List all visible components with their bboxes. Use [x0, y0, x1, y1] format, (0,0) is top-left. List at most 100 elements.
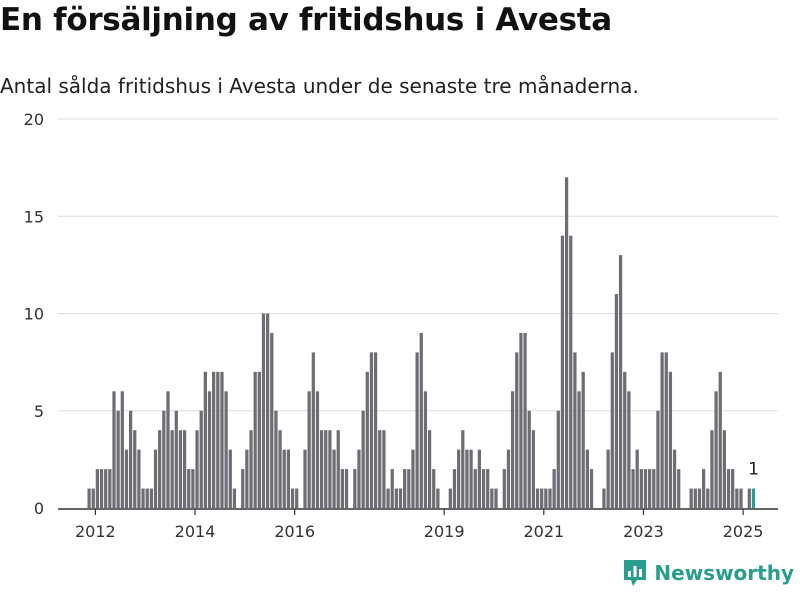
bar	[602, 488, 606, 508]
bar	[104, 469, 108, 508]
bar	[315, 391, 320, 508]
bar	[486, 469, 490, 508]
bar	[677, 469, 681, 508]
bar	[257, 371, 261, 508]
bar	[274, 410, 278, 508]
bar	[99, 469, 104, 508]
bar	[174, 410, 178, 508]
bar	[158, 430, 162, 508]
bar	[473, 469, 477, 508]
bar	[731, 469, 735, 508]
bar	[652, 469, 656, 508]
x-tick-label: 2019	[424, 522, 465, 541]
bar	[403, 469, 407, 508]
bar	[548, 488, 552, 508]
bar	[369, 352, 374, 508]
bar	[253, 371, 257, 508]
bar	[606, 449, 610, 508]
bar	[336, 430, 340, 508]
bar	[124, 449, 129, 508]
bar	[261, 313, 266, 508]
bar	[295, 488, 299, 508]
bar	[668, 371, 673, 508]
bar	[618, 255, 623, 508]
bar	[569, 235, 573, 508]
bar	[419, 332, 423, 508]
bar	[286, 449, 291, 508]
bar	[519, 332, 523, 508]
bar	[386, 488, 390, 508]
bar	[457, 449, 461, 508]
bar	[162, 410, 166, 508]
bar	[278, 430, 282, 508]
bar	[407, 469, 411, 508]
bar	[149, 488, 153, 508]
bar	[693, 488, 697, 508]
bar	[290, 488, 295, 508]
bar	[726, 469, 731, 508]
bar	[137, 449, 141, 508]
bar	[494, 488, 498, 508]
bar	[564, 177, 569, 508]
bar	[610, 352, 614, 508]
bar	[182, 430, 187, 508]
x-tick-label: 2025	[723, 522, 764, 541]
x-axis	[58, 508, 778, 515]
bar	[527, 410, 531, 508]
bar	[552, 469, 556, 508]
bar	[436, 488, 440, 508]
bar	[427, 430, 432, 508]
bar	[398, 488, 403, 508]
bar	[133, 430, 137, 508]
bar	[187, 469, 191, 508]
bar	[706, 488, 710, 508]
bar	[353, 469, 357, 508]
bar	[689, 488, 693, 508]
bar	[631, 469, 635, 508]
bar	[523, 332, 527, 508]
bar	[307, 391, 311, 508]
bar	[266, 313, 270, 508]
bar	[224, 391, 228, 508]
bar	[469, 449, 473, 508]
last-value-label: 1	[748, 460, 759, 480]
bar	[664, 352, 668, 508]
bar	[581, 371, 585, 508]
bar	[515, 352, 519, 508]
x-tick-label: 2014	[175, 522, 216, 541]
bar	[220, 371, 224, 508]
bar	[357, 449, 361, 508]
bars	[87, 177, 756, 508]
bar	[344, 469, 349, 508]
bar	[328, 430, 332, 508]
bar	[311, 352, 315, 508]
bar	[191, 469, 195, 508]
bar	[697, 488, 702, 508]
bar	[228, 449, 232, 508]
bar	[415, 352, 419, 508]
bar	[153, 449, 158, 508]
y-tick-label: 10	[24, 305, 44, 324]
chart-title: En försäljning av fritidshus i Avesta	[0, 2, 612, 38]
bar	[718, 371, 722, 508]
bar	[722, 430, 727, 508]
bar	[282, 449, 286, 508]
bar	[672, 449, 677, 508]
x-tick-label: 2016	[274, 522, 315, 541]
x-tick-label: 2021	[523, 522, 564, 541]
bar	[241, 469, 245, 508]
bar	[120, 391, 124, 508]
bar	[170, 430, 174, 508]
bar	[735, 488, 739, 508]
bar	[378, 430, 382, 508]
bar	[623, 371, 627, 508]
bar	[556, 410, 560, 508]
bar	[141, 488, 145, 508]
bar	[702, 469, 706, 508]
bar	[91, 488, 95, 508]
bar	[643, 469, 648, 508]
bar	[739, 488, 743, 508]
bar	[249, 430, 253, 508]
y-tick-label: 15	[24, 207, 44, 226]
bar	[390, 469, 394, 508]
